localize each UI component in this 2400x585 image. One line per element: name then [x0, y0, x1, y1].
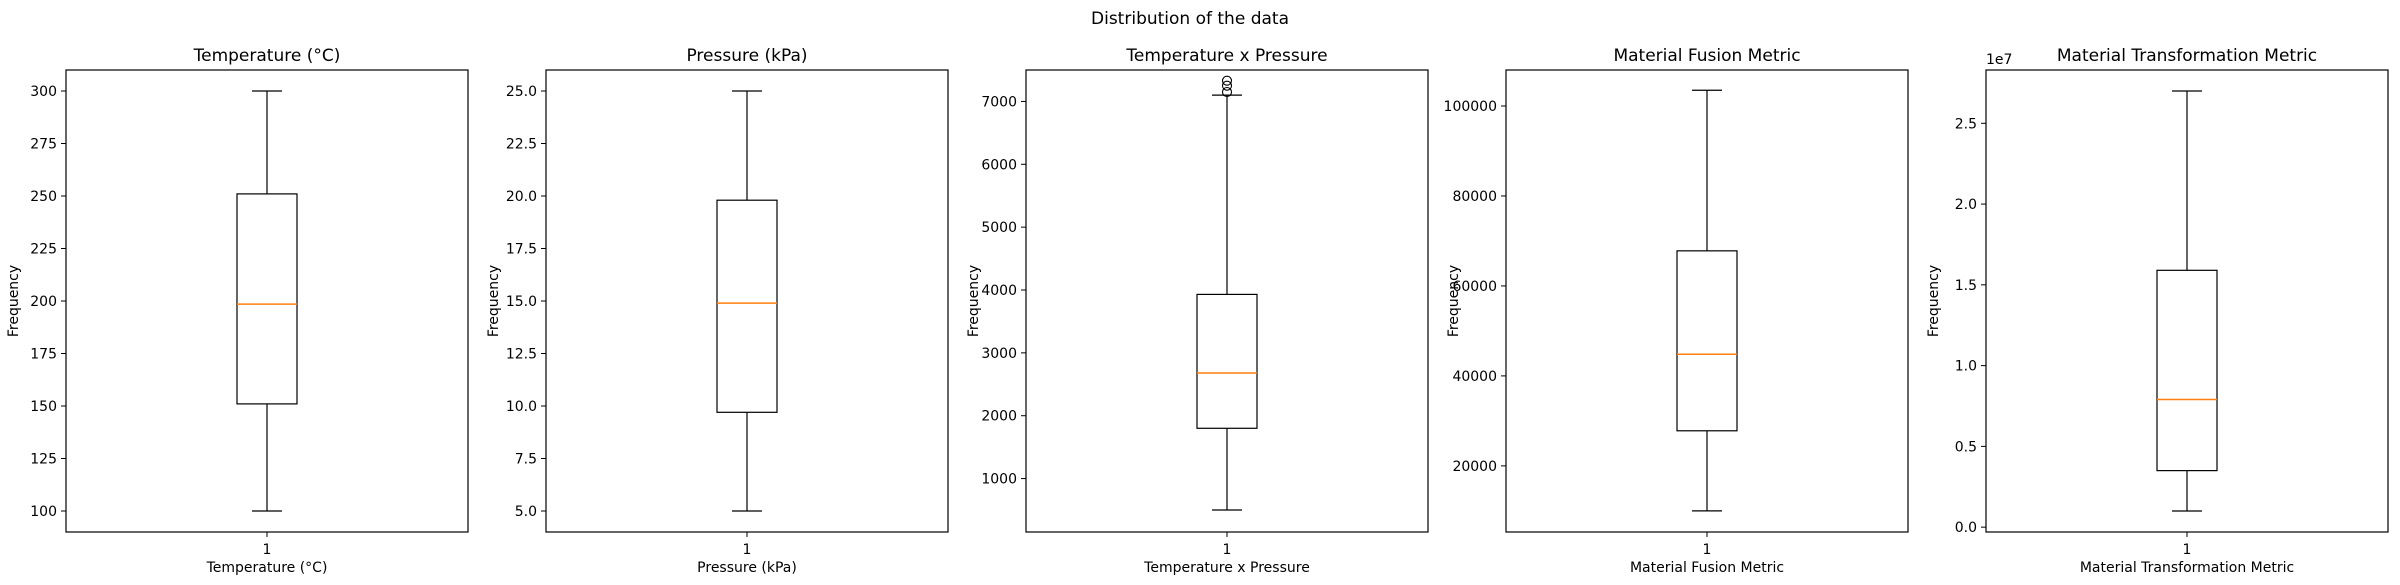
y-tick-label: 125	[30, 452, 57, 468]
subplot-title: Material Fusion Metric	[1613, 46, 1800, 66]
x-axis-label: Temperature x Pressure	[1143, 560, 1310, 576]
subplot-4: Material Fusion Metric Frequency Material …	[1444, 46, 1909, 576]
x-tick-label: 1	[743, 542, 752, 558]
y-tick-label: 4000	[981, 283, 1017, 299]
x-axis-label: Material Fusion Metric	[1630, 560, 1784, 576]
subplot-title: Temperature x Pressure	[1125, 46, 1327, 66]
box-iqr	[1196, 293, 1258, 429]
outlier-point	[1221, 80, 1233, 91]
y-tick-label: 20.0	[506, 189, 537, 205]
y-tick-label: 60000	[1452, 279, 1497, 295]
y-tick-label: 15.0	[506, 294, 537, 310]
subplot-panels: Temperature (°C) Frequency Temperature (°C…	[6, 46, 2389, 576]
outlier-point	[1221, 86, 1233, 98]
y-tick-label: 0.0	[1955, 520, 1977, 536]
box-iqr	[2156, 269, 2218, 472]
y-scale-label: 1e7	[1986, 52, 2012, 68]
y-tick-label: 17.5	[506, 242, 537, 258]
y-tick-label: 7000	[981, 94, 1017, 110]
y-tick-label: 10.0	[506, 399, 537, 415]
subplot-title: Temperature (°C)	[193, 46, 341, 66]
box-iqr	[236, 193, 298, 405]
y-tick-label: 0.5	[1955, 439, 1977, 455]
y-axis-label: Frequency	[966, 265, 982, 337]
subplot-5: Material Transformation Metric Frequency M…	[1926, 46, 2389, 576]
y-tick-label: 175	[30, 347, 57, 363]
box-iqr	[1676, 250, 1738, 432]
x-axis-label: Temperature (°C)	[206, 560, 328, 576]
y-tick-label: 25.0	[506, 84, 537, 100]
outlier-point	[1221, 75, 1233, 86]
y-tick-label: 100000	[1444, 99, 1497, 115]
x-tick-label: 1	[1223, 542, 1232, 558]
y-tick-label: 5.0	[515, 504, 537, 520]
box-iqr	[716, 199, 778, 413]
y-tick-label: 80000	[1452, 189, 1497, 205]
y-tick-label: 22.5	[506, 137, 537, 153]
y-tick-label: 2000	[981, 409, 1017, 425]
y-tick-label: 12.5	[506, 347, 537, 363]
x-axis-label: Material Transformation Metric	[2080, 560, 2294, 576]
y-tick-label: 1000	[981, 472, 1017, 488]
y-tick-label: 5000	[981, 220, 1017, 236]
y-tick-label: 2.0	[1955, 197, 1977, 213]
y-tick-label: 100	[30, 504, 57, 520]
y-tick-label: 20000	[1452, 459, 1497, 475]
x-tick-label: 1	[1703, 542, 1712, 558]
y-tick-label: 225	[30, 242, 57, 258]
x-tick-label: 1	[2183, 542, 2192, 558]
y-tick-label: 1.0	[1955, 359, 1977, 375]
y-tick-label: 2.5	[1955, 116, 1977, 132]
figure-title: Distribution of the data	[1091, 9, 1289, 29]
subplot-3: Temperature x Pressure Frequency Temperatu…	[966, 46, 1429, 576]
y-tick-label: 150	[30, 399, 57, 415]
y-axis-label: Frequency	[486, 265, 502, 337]
subplot-title: Material Transformation Metric	[2057, 46, 2317, 66]
y-tick-label: 7.5	[515, 452, 537, 468]
subplot-2: Pressure (kPa) Frequency Pressure (kPa) 5.0…	[486, 46, 949, 576]
subplot-title: Pressure (kPa)	[686, 46, 807, 66]
y-tick-label: 6000	[981, 157, 1017, 173]
subplot-1: Temperature (°C) Frequency Temperature (°C…	[6, 46, 469, 576]
y-tick-label: 1.5	[1955, 278, 1977, 294]
y-tick-label: 40000	[1452, 369, 1497, 385]
y-axis-label: Frequency	[1446, 265, 1462, 337]
y-tick-label: 3000	[981, 346, 1017, 362]
y-axis-label: Frequency	[6, 265, 22, 337]
y-tick-label: 250	[30, 189, 57, 205]
y-axis-label: Frequency	[1926, 265, 1942, 337]
x-axis-label: Pressure (kPa)	[697, 560, 797, 576]
y-tick-label: 300	[30, 84, 57, 100]
x-tick-label: 1	[263, 542, 272, 558]
y-tick-label: 275	[30, 137, 57, 153]
y-tick-label: 200	[30, 294, 57, 310]
